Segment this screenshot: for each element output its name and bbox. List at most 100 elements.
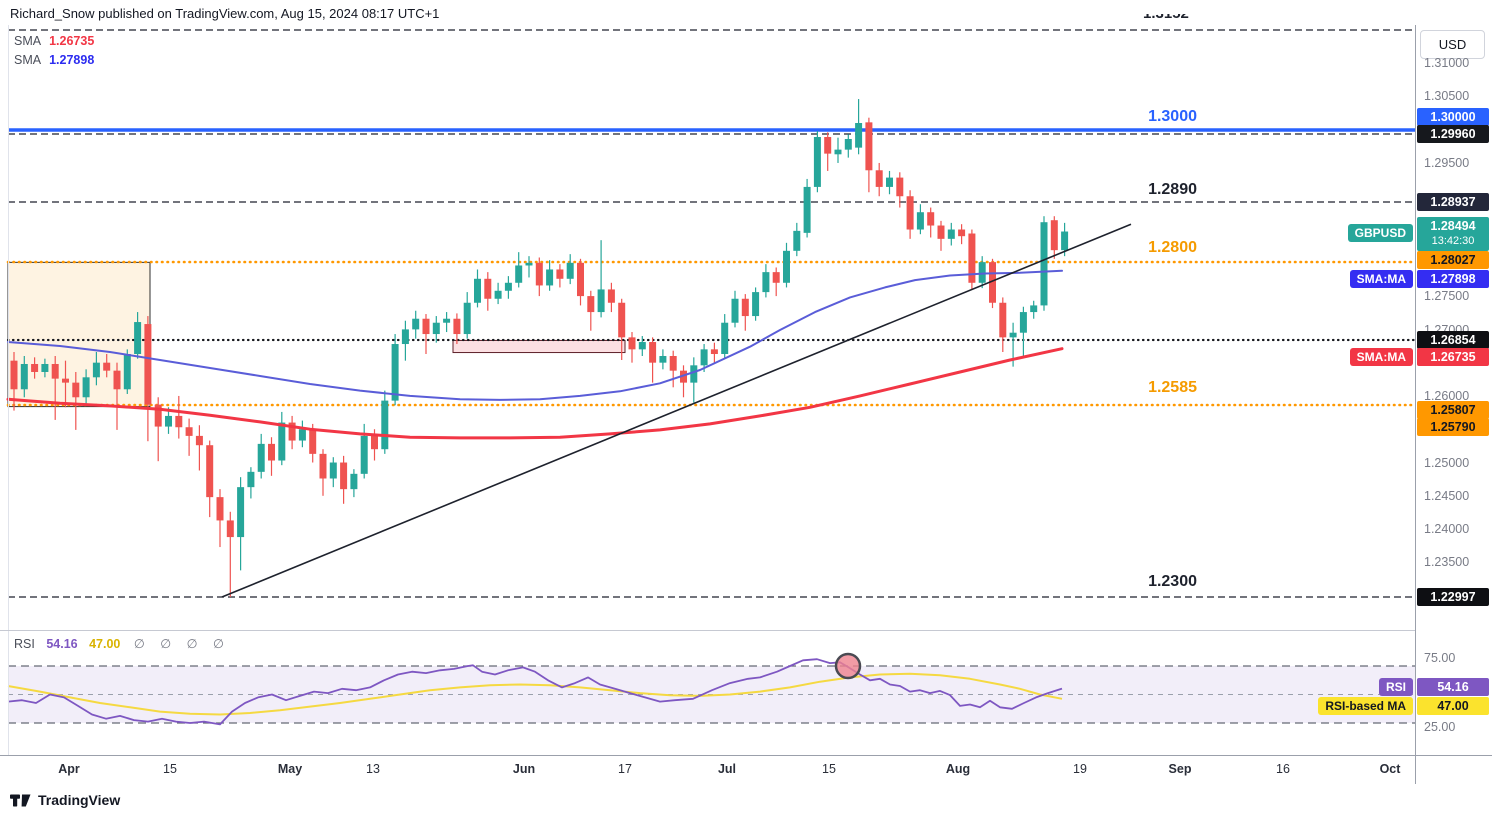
candle-body <box>309 429 317 454</box>
candle-body <box>391 344 399 401</box>
rsi-line[interactable] <box>7 658 1063 726</box>
candle-body <box>649 342 657 363</box>
candle-body <box>247 471 255 488</box>
attribution-text: Richard_Snow published on TradingView.co… <box>10 6 440 21</box>
candle-body <box>525 262 533 266</box>
sma2-value: 1.27898 <box>49 53 95 67</box>
candle-body <box>422 318 430 335</box>
price-badge-1.25790: 1.25790 <box>1417 418 1489 436</box>
sma2-label: SMA <box>14 53 42 67</box>
candle-body <box>134 322 142 355</box>
candle-body <box>535 262 543 286</box>
clipped-level-label: 1.3152 <box>1143 14 1203 25</box>
candle-body <box>443 318 451 323</box>
candle-body <box>257 443 265 472</box>
time-label-15: 15 <box>163 762 177 776</box>
rsi-empty-slots: ∅ ∅ ∅ ∅ <box>133 637 230 651</box>
candle-body <box>783 250 790 283</box>
candle-body <box>607 289 615 303</box>
candle-body <box>762 272 770 293</box>
rsi-ma-line[interactable] <box>7 672 1063 716</box>
candle-body <box>1019 312 1027 333</box>
time-label-15: 15 <box>822 762 836 776</box>
chart-level-label-1.2585: 1.2585 <box>1148 379 1197 396</box>
watermark-text: TradingView <box>38 792 121 808</box>
pane-separator[interactable] <box>0 630 1416 631</box>
candle-body <box>875 170 883 187</box>
candle-body <box>1009 332 1017 338</box>
candle-body <box>587 296 595 313</box>
time-label-Jul: Jul <box>717 762 737 776</box>
consolidation-zone[interactable] <box>452 339 626 354</box>
price-axis-border <box>1415 25 1416 784</box>
rsi-badge-47.00: 47.00 <box>1417 697 1489 715</box>
sma-line[interactable] <box>6 347 1064 440</box>
rsi-badge-54.16: 54.16 <box>1417 678 1489 696</box>
time-label-Apr: Apr <box>58 762 80 776</box>
sma-legend-row-1[interactable]: SMA 1.26735 <box>14 34 94 48</box>
time-label-Aug: Aug <box>945 762 971 776</box>
candle-body <box>772 272 780 283</box>
candle-body <box>886 177 893 187</box>
candle-body <box>824 136 832 154</box>
candle-body <box>577 262 584 297</box>
chart-level-label-1.2800: 1.2800 <box>1148 239 1197 256</box>
candle-body <box>165 415 172 427</box>
currency-selector[interactable]: USD <box>1420 30 1485 59</box>
series-name-badge-RSI: RSI <box>1378 678 1413 696</box>
price-scale-label: 1.27500 <box>1424 289 1470 303</box>
candle-body <box>721 322 729 355</box>
candle-body <box>195 435 203 446</box>
chart-left-border <box>8 25 9 755</box>
candle-body <box>916 212 924 230</box>
candle-body <box>803 186 811 233</box>
candle-body <box>288 422 296 441</box>
candle-body <box>41 363 49 372</box>
chart-level-label-1.3000: 1.3000 <box>1148 108 1197 125</box>
price-scale-label: 1.30500 <box>1424 89 1470 103</box>
sma-line[interactable] <box>7 269 1063 401</box>
sma-legend-row-2[interactable]: SMA 1.27898 <box>14 53 94 67</box>
sma1-value: 1.26735 <box>49 34 95 48</box>
series-name-badge-SMA:MA: SMA:MA <box>1349 270 1413 288</box>
chart-level-label-1.2890: 1.2890 <box>1148 181 1197 198</box>
candle-body <box>546 269 554 286</box>
candle-body <box>350 473 358 490</box>
candle-body <box>937 225 945 239</box>
tradingview-watermark[interactable]: TradingView <box>10 792 120 808</box>
rsi-label: RSI <box>14 637 35 651</box>
candle-body <box>978 262 986 283</box>
candle-body <box>896 177 904 197</box>
price-badge-1.28937: 1.28937 <box>1417 193 1489 211</box>
candle-body <box>556 269 564 279</box>
candle-body <box>741 298 749 317</box>
candle-body <box>278 422 286 461</box>
price-badge-1.29960: 1.29960 <box>1417 125 1489 143</box>
candle-body <box>906 196 914 230</box>
price-scale-label: 1.24000 <box>1424 522 1470 536</box>
candle-body <box>401 329 409 345</box>
series-name-badge-SMA:MA: SMA:MA <box>1349 348 1413 366</box>
candle-body <box>319 453 327 479</box>
price-badge-1.30000: 1.30000 <box>1417 108 1489 126</box>
price-scale-label: 1.29500 <box>1424 156 1470 170</box>
candle-body <box>154 404 162 427</box>
candle-body <box>1030 305 1038 313</box>
last-price-countdown: 13:42:30 <box>1431 235 1475 247</box>
candle-body <box>463 302 471 335</box>
candle-body <box>72 382 80 398</box>
candle-body <box>185 427 193 436</box>
candle-body <box>731 298 739 323</box>
candle-body <box>1061 231 1069 251</box>
rsi-circle-marker[interactable] <box>834 652 862 680</box>
candle-body <box>412 318 420 330</box>
rsi-legend-row[interactable]: RSI 54.16 47.00 ∅ ∅ ∅ ∅ <box>14 636 230 651</box>
price-badge-1.26735: 1.26735 <box>1417 348 1489 366</box>
price-badge-1.25807: 1.25807 <box>1417 401 1489 419</box>
ascending-trendline[interactable] <box>221 223 1132 598</box>
candle-body <box>494 290 502 299</box>
candle-body <box>968 233 976 283</box>
time-label-Sep: Sep <box>1168 762 1192 776</box>
